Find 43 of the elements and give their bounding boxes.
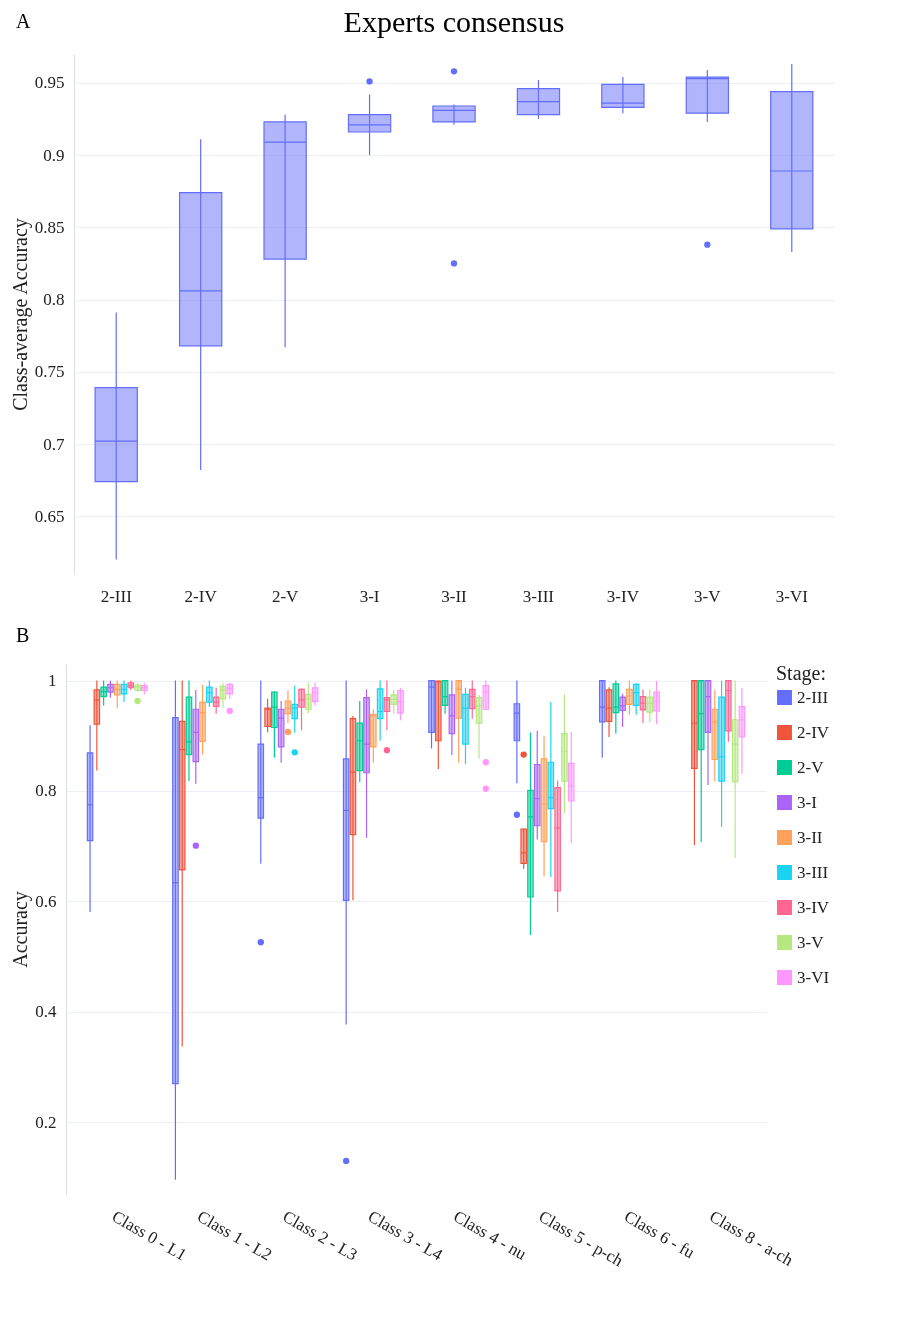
x-tick-label: 3-IV xyxy=(606,586,640,606)
x-tick-label: 3-VI xyxy=(775,586,809,606)
y-tick-label: 1 xyxy=(48,671,57,691)
y-tick-label: 0.85 xyxy=(34,217,65,237)
x-tick-label: 2-III xyxy=(100,586,133,606)
y-tick-label: 0.75 xyxy=(34,362,65,382)
y-tick-label: 0.7 xyxy=(43,434,65,454)
x-tick-label: Class 0 - L1 xyxy=(108,1206,190,1265)
y-tick-label: 0.2 xyxy=(35,1112,57,1132)
y-axis-title: Accuracy xyxy=(9,891,33,968)
text: B xyxy=(16,624,30,647)
x-tick-label: Class 6 - fu xyxy=(620,1206,699,1263)
y-tick-label: 0.8 xyxy=(35,781,57,801)
y-tick-label: 0.4 xyxy=(35,1002,57,1022)
legend-label: 3-III xyxy=(797,862,829,882)
x-tick-label: 3-II xyxy=(441,586,468,606)
y-tick-label: 0.95 xyxy=(34,73,65,93)
legend-label: 3-IV xyxy=(797,897,830,917)
x-tick-label: Class 8 - a-ch xyxy=(706,1206,797,1270)
x-tick-label: Class 3 - L4 xyxy=(364,1206,447,1265)
legend-label: 3-VI xyxy=(797,967,830,987)
y-tick-label: 0.6 xyxy=(35,891,57,911)
y-axis-title: Class-average Accuracy xyxy=(8,218,32,411)
chart-title: Experts consensus xyxy=(343,5,565,38)
legend-title: Stage: xyxy=(776,662,826,685)
x-tick-label: Class 2 - L3 xyxy=(279,1206,361,1265)
text: A xyxy=(16,10,31,33)
y-tick-label: 0.8 xyxy=(43,290,65,310)
y-tick-label: 0.9 xyxy=(43,145,65,165)
x-tick-label: Class 1 - L2 xyxy=(194,1206,276,1265)
x-tick-label: 3-I xyxy=(359,586,380,606)
legend-label: 3-I xyxy=(797,792,818,812)
legend-label: 3-II xyxy=(797,827,823,847)
y-tick-label: 0.65 xyxy=(34,506,65,526)
x-tick-label: 3-V xyxy=(694,586,722,606)
legend-label: 2-III xyxy=(797,687,829,707)
legend-label: 2-IV xyxy=(797,722,830,742)
x-tick-label: Class 4 - nu xyxy=(450,1206,531,1264)
x-tick-label: 3-III xyxy=(522,586,555,606)
x-tick-label: 2-IV xyxy=(184,586,218,606)
legend-label: 3-V xyxy=(797,932,825,952)
legend-label: 2-V xyxy=(797,757,825,777)
x-tick-label: 2-V xyxy=(271,586,300,606)
